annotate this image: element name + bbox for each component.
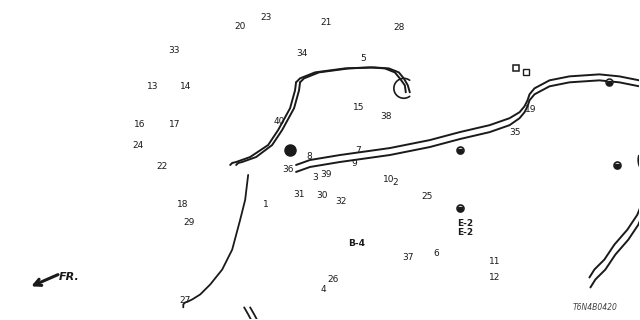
Text: 37: 37 bbox=[403, 253, 414, 262]
Text: 27: 27 bbox=[179, 296, 190, 305]
Text: 34: 34 bbox=[296, 49, 308, 58]
Text: 22: 22 bbox=[157, 162, 168, 171]
Text: 6: 6 bbox=[433, 250, 439, 259]
Text: 32: 32 bbox=[335, 197, 347, 206]
Text: 15: 15 bbox=[353, 103, 364, 112]
Text: 7: 7 bbox=[355, 146, 361, 155]
Text: 26: 26 bbox=[327, 275, 339, 284]
Text: 21: 21 bbox=[321, 18, 332, 27]
Text: 25: 25 bbox=[421, 192, 433, 201]
Text: 24: 24 bbox=[132, 141, 143, 150]
Text: 4: 4 bbox=[321, 284, 326, 293]
Text: 36: 36 bbox=[282, 165, 294, 174]
Text: 39: 39 bbox=[321, 170, 332, 179]
Text: 33: 33 bbox=[169, 45, 180, 55]
Text: 13: 13 bbox=[147, 82, 159, 91]
Text: 10: 10 bbox=[383, 175, 395, 184]
Text: T6N4B0420: T6N4B0420 bbox=[573, 303, 618, 312]
Text: 28: 28 bbox=[394, 23, 405, 32]
Text: FR.: FR. bbox=[59, 273, 79, 283]
Text: 1: 1 bbox=[263, 200, 269, 209]
Text: 14: 14 bbox=[180, 82, 191, 91]
Text: 3: 3 bbox=[312, 173, 318, 182]
Text: 18: 18 bbox=[177, 200, 188, 209]
Text: E-2: E-2 bbox=[457, 219, 473, 228]
Text: 40: 40 bbox=[273, 117, 285, 126]
Text: 12: 12 bbox=[490, 273, 500, 282]
Text: 2: 2 bbox=[392, 178, 398, 187]
Text: 17: 17 bbox=[169, 120, 180, 130]
Text: 38: 38 bbox=[381, 113, 392, 122]
Text: 35: 35 bbox=[509, 128, 520, 137]
Text: 16: 16 bbox=[134, 120, 145, 130]
Text: 29: 29 bbox=[184, 218, 195, 227]
Text: 30: 30 bbox=[316, 190, 328, 200]
Text: E-2: E-2 bbox=[457, 228, 473, 236]
Text: 9: 9 bbox=[351, 159, 356, 168]
Text: 23: 23 bbox=[260, 13, 271, 22]
Text: 5: 5 bbox=[360, 53, 366, 62]
Text: 11: 11 bbox=[489, 258, 500, 267]
Text: 20: 20 bbox=[234, 22, 246, 31]
Text: 19: 19 bbox=[525, 105, 536, 114]
Text: B-4: B-4 bbox=[349, 239, 365, 248]
Text: 31: 31 bbox=[293, 190, 305, 199]
Text: 8: 8 bbox=[307, 152, 312, 161]
